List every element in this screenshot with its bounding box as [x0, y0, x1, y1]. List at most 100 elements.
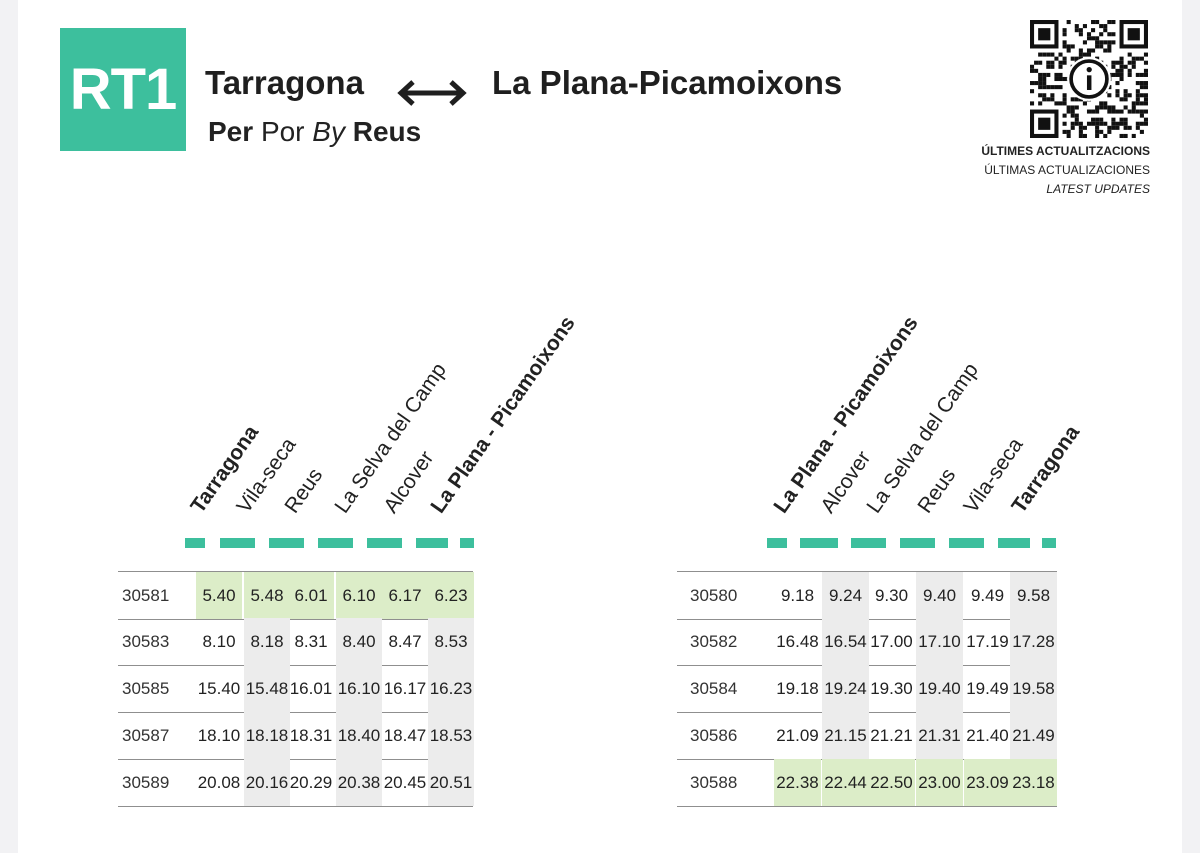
- out-dash-segment: [269, 538, 304, 548]
- time-cell: 15.48: [244, 665, 290, 712]
- time-cell: 20.29: [289, 773, 333, 792]
- time-cell: 6.17: [382, 572, 428, 619]
- in-table-row: 30580 9.18 9.24 9.30 9.40 9.49 9.58: [677, 571, 1057, 620]
- in-dash-segment: [949, 538, 984, 548]
- time-cell: 19.30: [870, 679, 913, 698]
- time-cell: 8.40: [336, 618, 382, 665]
- time-cell: 5.40: [196, 572, 242, 619]
- time-cell: 19.40: [916, 665, 963, 712]
- time-cell: 8.31: [294, 632, 328, 651]
- timetable-sheet: [18, 0, 1182, 853]
- train-number: 30583: [122, 632, 170, 651]
- train-number: 30589: [122, 773, 170, 792]
- time-cell: 8.10: [202, 632, 236, 651]
- time-cell: 21.40: [966, 726, 1009, 745]
- via-label-es: Por: [260, 116, 305, 147]
- time-cell: 9.49: [970, 586, 1005, 605]
- train-number: 30582: [690, 632, 738, 651]
- in-dash-segment: [800, 538, 838, 548]
- in-dash-segment: [900, 538, 935, 548]
- time-cell: 18.10: [197, 726, 241, 745]
- time-cell: 20.45: [383, 773, 427, 792]
- time-cell: 18.18: [244, 712, 290, 759]
- train-number: 30587: [122, 726, 170, 745]
- via-label-en: By: [312, 116, 345, 147]
- time-cell: 23.18: [1010, 759, 1057, 806]
- out-table-row: 30585 15.40 15.48 16.01 16.10 16.17 16.23: [118, 665, 474, 713]
- time-cell: 21.49: [1010, 712, 1057, 759]
- time-cell: 6.10: [336, 572, 382, 619]
- time-cell: 15.40: [197, 679, 241, 698]
- via-label-ca: Per: [208, 116, 254, 147]
- time-cell: 17.10: [916, 618, 963, 665]
- in-dash-segment: [767, 538, 787, 548]
- in-dash-segment: [998, 538, 1030, 548]
- time-cell: 20.08: [197, 773, 241, 792]
- time-cell: 9.30: [874, 586, 909, 605]
- time-cell: 21.31: [916, 712, 963, 759]
- train-number: 30584: [690, 679, 738, 698]
- updates-label-en: LATEST UPDATES: [1046, 182, 1150, 196]
- time-cell: 22.38: [774, 759, 821, 806]
- time-cell: 17.00: [870, 632, 913, 651]
- out-dash-segment: [318, 538, 353, 548]
- time-cell: 22.44: [822, 759, 869, 806]
- qr-code-icon[interactable]: [1030, 20, 1148, 138]
- time-cell: 20.38: [336, 759, 382, 806]
- time-cell: 9.24: [822, 572, 869, 619]
- out-table-row: 30589 20.08 20.16 20.29 20.38 20.45 20.51: [118, 759, 474, 807]
- out-table-row: 30583 8.10 8.18 8.31 8.40 8.47 8.53: [118, 618, 474, 666]
- time-cell: 8.53: [428, 618, 474, 665]
- time-cell: 9.58: [1010, 572, 1057, 619]
- time-cell: 18.31: [289, 726, 333, 745]
- time-cell: 20.16: [244, 759, 290, 806]
- in-table-row: 30586 21.09 21.15 21.21 21.31 21.40 21.49: [677, 712, 1057, 760]
- time-cell: 19.24: [822, 665, 869, 712]
- in-dash-segment: [851, 538, 886, 548]
- train-number: 30581: [122, 586, 170, 605]
- time-cell: 18.40: [336, 712, 382, 759]
- route-via: Per Por By Reus: [208, 116, 421, 148]
- out-dash-segment: [220, 538, 255, 548]
- time-cell: 21.15: [822, 712, 869, 759]
- time-cell: 16.10: [336, 665, 382, 712]
- info-icon: [1069, 59, 1109, 99]
- time-cell: 19.58: [1010, 665, 1057, 712]
- time-cell: 19.18: [776, 679, 819, 698]
- time-cell: 17.19: [966, 632, 1009, 651]
- time-cell: 9.18: [780, 586, 815, 605]
- out-table-row: 30581 5.40 5.48 6.01 6.10 6.17 6.23: [118, 571, 474, 620]
- time-cell: 5.48: [244, 572, 290, 619]
- time-cell: 23.00: [916, 759, 963, 806]
- time-cell: 16.01: [289, 679, 333, 698]
- time-cell: 9.40: [916, 572, 963, 619]
- in-dash-segment: [1042, 538, 1056, 548]
- time-cell: 20.51: [428, 759, 474, 806]
- time-cell: 21.09: [776, 726, 819, 745]
- time-cell: 6.01: [288, 572, 334, 619]
- train-number: 30585: [122, 679, 170, 698]
- time-cell: 17.28: [1010, 618, 1057, 665]
- time-cell: 16.54: [822, 618, 869, 665]
- time-cell: 6.23: [428, 572, 474, 619]
- out-dash-segment: [367, 538, 402, 548]
- in-table-row: 30588 22.38 22.44 22.50 23.00 23.09 23.18: [677, 759, 1057, 807]
- line-badge: RT1: [60, 28, 186, 151]
- time-cell: 22.50: [868, 759, 915, 806]
- time-cell: 21.21: [870, 726, 913, 745]
- in-table-row: 30584 19.18 19.24 19.30 19.40 19.49 19.58: [677, 665, 1057, 713]
- updates-label-ca: ÚLTIMES ACTUALITZACIONS: [981, 144, 1150, 158]
- route-origin: Tarragona: [205, 64, 364, 101]
- time-cell: 16.17: [383, 679, 427, 698]
- out-table-row: 30587 18.10 18.18 18.31 18.40 18.47 18.53: [118, 712, 474, 760]
- time-cell: 18.47: [383, 726, 427, 745]
- out-dash-segment: [185, 538, 205, 548]
- out-dash-segment: [460, 538, 474, 548]
- time-cell: 19.49: [966, 679, 1009, 698]
- double-arrow-icon: [397, 80, 467, 106]
- time-cell: 16.23: [428, 665, 474, 712]
- updates-label-es: ÚLTIMAS ACTUALIZACIONES: [984, 163, 1150, 177]
- time-cell: 18.53: [428, 712, 474, 759]
- time-cell: 8.47: [388, 632, 422, 651]
- out-dash-segment: [416, 538, 448, 548]
